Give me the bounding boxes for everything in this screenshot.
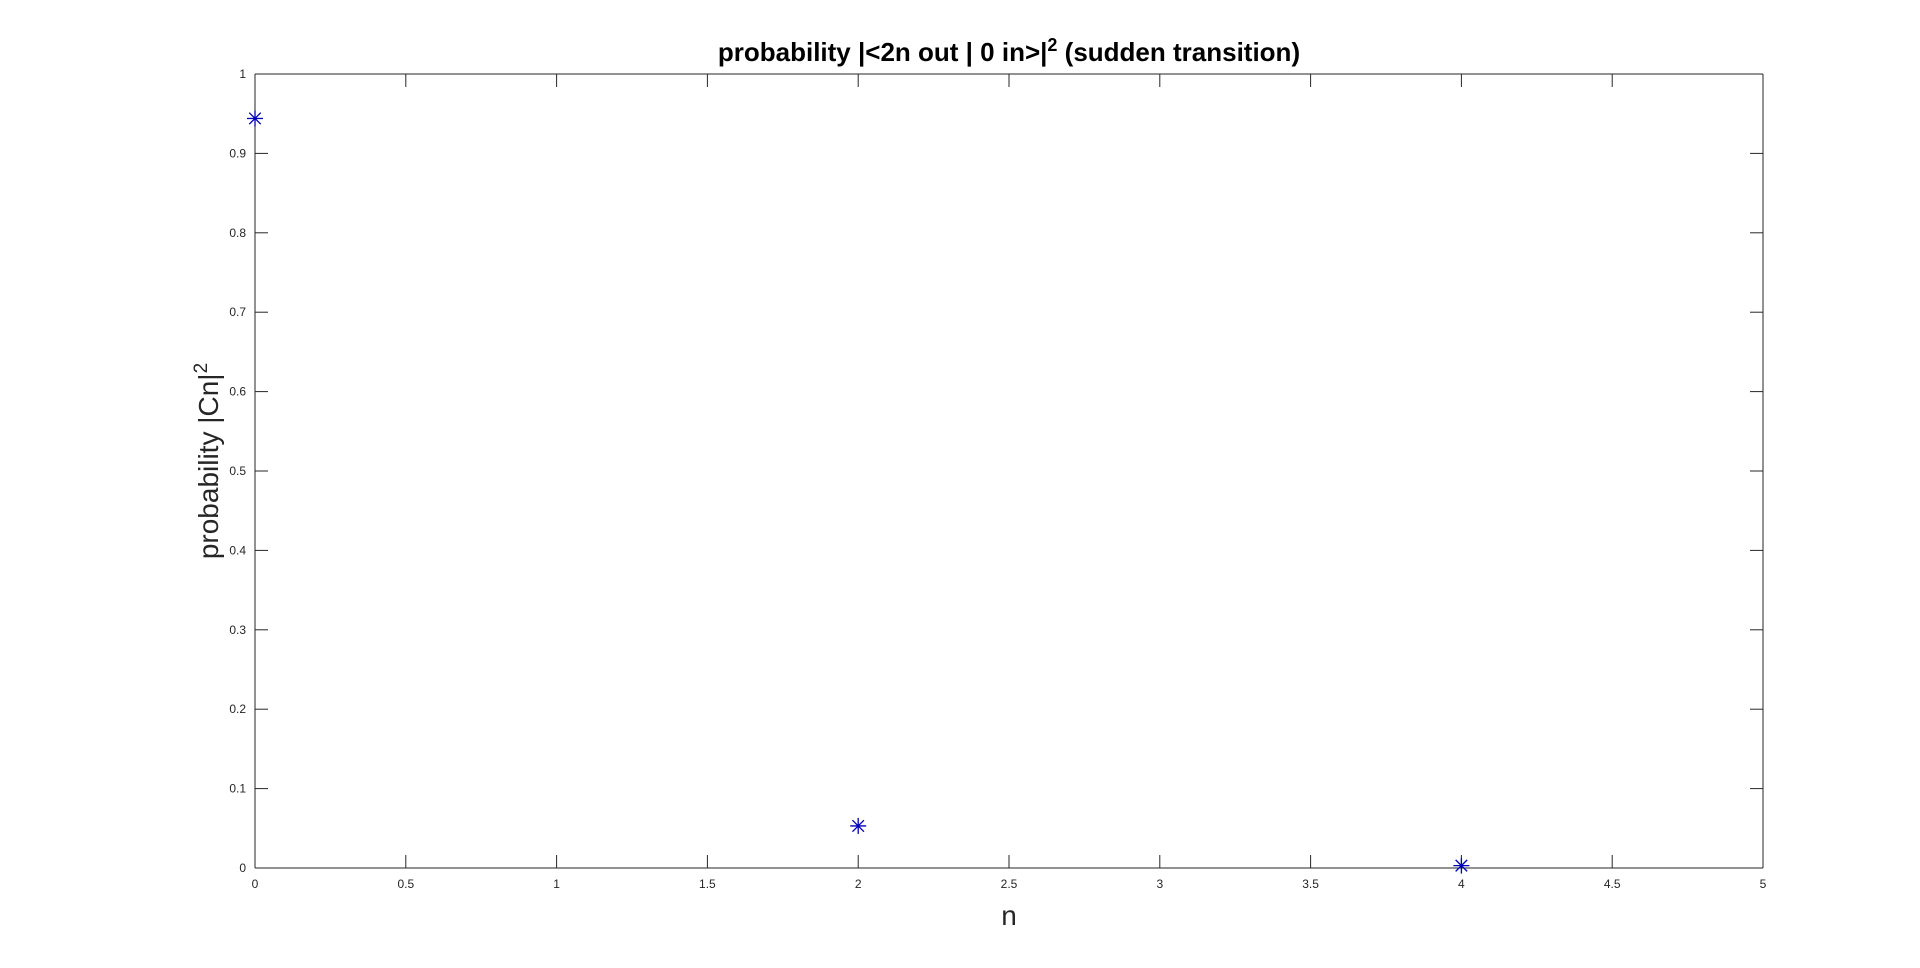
y-tick-label: 1	[239, 67, 246, 81]
chart-title-superscript: 2	[1047, 35, 1057, 55]
x-tick-label: 4.5	[1604, 877, 1621, 891]
data-point-marker	[850, 817, 867, 834]
data-point-marker	[1453, 857, 1470, 874]
y-tick-label: 0.7	[229, 305, 246, 319]
chart-title-suffix: (sudden transition)	[1057, 37, 1300, 67]
marker-stroke	[1455, 859, 1468, 872]
marker-stroke	[248, 112, 262, 125]
x-axis-ticks: 0 0.5 1 1.5 2 2.5 3 3.5 4 4.5 5	[252, 74, 1767, 891]
y-axis-label-superscript: 2	[191, 363, 212, 374]
y-tick-label: 0.6	[229, 385, 246, 399]
x-tick-label: 0.5	[397, 877, 414, 891]
x-tick-label: 3.5	[1302, 877, 1319, 891]
data-markers	[247, 110, 1470, 874]
x-tick-label: 3	[1156, 877, 1163, 891]
x-tick-label: 2.5	[1001, 877, 1018, 891]
y-tick-label: 0.1	[229, 782, 246, 796]
x-tick-label: 1.5	[699, 877, 716, 891]
plot-area	[255, 74, 1763, 868]
marker-stroke	[851, 819, 865, 833]
y-tick-label: 0.9	[229, 146, 246, 160]
x-tick-label: 5	[1760, 877, 1767, 891]
x-tick-label: 2	[855, 877, 862, 891]
x-tick-label: 0	[252, 877, 259, 891]
y-tick-label: 0	[239, 861, 246, 875]
y-tick-label: 0.5	[229, 464, 246, 478]
chart-title-prefix: probability |<2n out | 0 in>|	[718, 37, 1048, 67]
y-axis-ticks: 0 0.1 0.2 0.3 0.4 0.5 0.6 0.7 0.8 0.9 1	[229, 67, 1763, 875]
y-tick-label: 0.3	[229, 623, 246, 637]
y-tick-label: 0.2	[229, 702, 246, 716]
data-point-marker	[247, 110, 263, 127]
x-tick-label: 1	[553, 877, 560, 891]
x-axis-label: n	[1001, 900, 1017, 931]
x-tick-label: 4	[1458, 877, 1465, 891]
y-axis-label-main: probability |Cn|	[193, 373, 224, 559]
y-tick-label: 0.4	[229, 543, 246, 557]
y-tick-label: 0.8	[229, 226, 246, 240]
chart-title: probability |<2n out | 0 in>|2 (sudden t…	[718, 35, 1300, 67]
y-axis-label: probability |Cn|2	[191, 363, 224, 559]
